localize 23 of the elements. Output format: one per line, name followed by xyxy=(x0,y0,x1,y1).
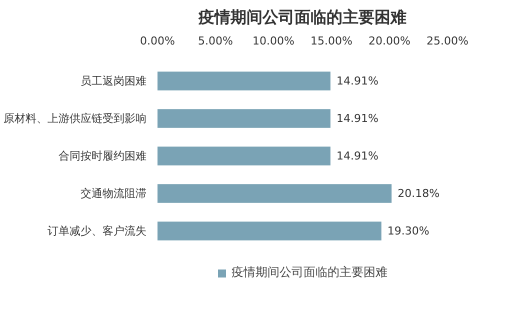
bar xyxy=(158,72,330,90)
bar xyxy=(158,109,330,128)
y-tick-label: 合同按时履约困难 xyxy=(58,150,146,162)
data-label: 14.91% xyxy=(336,150,378,162)
data-label: 14.91% xyxy=(336,74,378,88)
y-tick-label: 订单减少、客户流失 xyxy=(48,224,146,238)
chart-title: 疫情期间公司面临的主要困难 xyxy=(198,8,406,26)
bar xyxy=(158,222,382,240)
data-label: 14.91% xyxy=(336,112,378,125)
x-tick-label: 15.00% xyxy=(310,34,352,48)
x-tick-label: 25.00% xyxy=(426,34,468,48)
data-label: 19.30% xyxy=(387,224,430,238)
x-tick-label: 10.00% xyxy=(252,34,294,48)
legend-label: 疫情期间公司面临的主要困难 xyxy=(232,264,388,281)
bar xyxy=(158,146,330,166)
y-tick-label: 员工返岗困难 xyxy=(80,74,146,88)
bar xyxy=(158,184,392,203)
x-tick-label: 0.00% xyxy=(140,34,175,48)
x-tick-label: 20.00% xyxy=(368,34,410,48)
x-tick-label: 5.00% xyxy=(198,34,233,48)
data-label: 20.18% xyxy=(398,187,440,200)
y-tick-label: 交通物流阻滞 xyxy=(80,187,146,200)
y-tick-label: 原材料、上游供应链受到影响 xyxy=(4,112,146,125)
